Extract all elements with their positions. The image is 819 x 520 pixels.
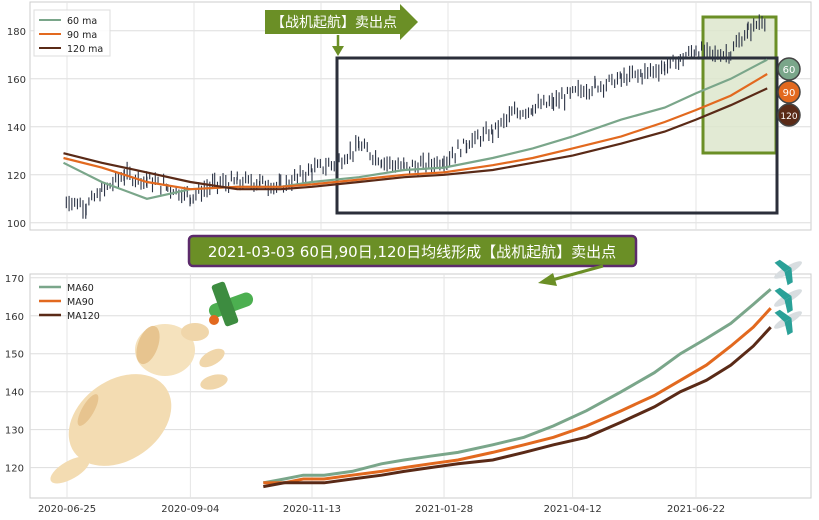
airplane-icon-ma90 [774, 287, 802, 314]
puppy-illustration [50, 281, 254, 484]
legend-label-ma90: MA90 [67, 297, 94, 308]
banner-box [187, 234, 638, 268]
top-y-tick-labels: 100 120 140 160 180 [7, 27, 26, 230]
top-ma-lines [63, 58, 768, 200]
airplane-icon-ma120 [774, 309, 802, 336]
bottom-x-tick-labels: 2020-06-25 2020-09-04 2020-11-13 2021-01-28… [38, 504, 725, 515]
top-y-tick-120: 120 [7, 171, 26, 182]
toy-plane-propeller [209, 315, 219, 325]
bottom-y-tick-120: 120 [5, 464, 24, 475]
airplane-ma90-wing-top [774, 287, 792, 300]
legend-label-ma60: MA60 [67, 283, 94, 294]
airplane-icon-ma60 [774, 259, 802, 286]
bottom-x-tick-2021-06-22: 2021-06-22 [667, 504, 725, 515]
bottom-y-tick-170: 170 [5, 274, 24, 285]
bottom-line-MA120 [263, 326, 772, 489]
badge-60-label: 60 [783, 65, 796, 76]
bottom-x-tick-2021-04-12: 2021-04-12 [544, 504, 602, 515]
top-y-tick-160: 160 [7, 75, 26, 86]
bottom-ma-lines [263, 288, 772, 489]
airplane-ma120-wing-bottom [784, 318, 793, 336]
top-y-tick-180: 180 [7, 27, 26, 38]
bottom-x-tick-2020-11-13: 2020-11-13 [283, 504, 341, 515]
bottom-legend: MA60 MA90 MA120 [39, 283, 100, 322]
bottom-y-tick-150: 150 [5, 350, 24, 361]
callout-text: 【战机起航】卖出点 [271, 15, 397, 31]
airplane-ma60-wing-bottom [784, 268, 793, 286]
badge-90-label: 90 [783, 88, 796, 99]
ma-badges: 60 90 120 [777, 57, 801, 127]
bottom-line-MA90 [263, 307, 772, 485]
legend-label-ma120: MA120 [67, 311, 100, 322]
callout-arrow-shape [265, 4, 418, 40]
bottom-line-MA60 [263, 288, 772, 485]
legend-label-120ma: 120 ma [67, 44, 103, 55]
callout-pointer-head [332, 46, 344, 56]
airplane-ma60-wing-top [774, 259, 792, 272]
sell-point-callout: 【战机起航】卖出点 [265, 4, 418, 56]
top-y-tick-100: 100 [7, 219, 26, 230]
puppy-snout [181, 323, 209, 341]
toy-plane-wing [211, 281, 239, 327]
puppy-hind-leg [50, 456, 90, 484]
top-plot-frame [29, 1, 812, 231]
puppy-paw-upper [199, 348, 225, 368]
top-line-60-ma [63, 58, 768, 200]
legend-label-60ma: 60 ma [67, 16, 97, 27]
top-price-chart: 100 120 140 160 180 60 ma 90 ma 120 ma 【战机起航… [7, 1, 812, 231]
bottom-y-tick-labels: 120 130 140 150 160 170 [5, 274, 24, 475]
airplane-ma90-wing-bottom [784, 296, 793, 314]
top-y-tick-140: 140 [7, 123, 26, 134]
toy-plane-icon [208, 281, 254, 327]
bottom-x-tick-2020-09-04: 2020-09-04 [161, 504, 219, 515]
legend-label-90ma: 90 ma [67, 30, 97, 41]
puppy-paw-lower [200, 374, 228, 390]
puppy-tail [77, 394, 99, 426]
badge-120 [777, 103, 801, 127]
airplane-ma120-wing-top [774, 309, 792, 322]
badge-90 [777, 80, 801, 104]
airplane-icons [774, 259, 802, 336]
badge-60 [777, 57, 801, 81]
sell-signal-banner: 2021-03-03 60日,90日,120日均线形成【战机起航】卖出点 [187, 234, 638, 286]
top-legend: 60 ma 90 ma 120 ma [33, 9, 111, 57]
bottom-x-tick-2021-01-28: 2021-01-28 [415, 504, 473, 515]
bottom-x-tick-2020-06-25: 2020-06-25 [38, 504, 96, 515]
bottom-y-tick-130: 130 [5, 426, 24, 437]
banner-pointer-stem [551, 264, 604, 282]
bottom-y-tick-160: 160 [5, 312, 24, 323]
top-line-90-ma [63, 73, 768, 191]
top-line-120-ma [63, 87, 768, 191]
banner-text: 2021-03-03 60日,90日,120日均线形成【战机起航】卖出点 [208, 243, 616, 261]
bottom-y-tick-140: 140 [5, 388, 24, 399]
banner-pointer-head [538, 273, 557, 286]
badge-120-label: 120 [780, 112, 797, 122]
puppy-ear [136, 325, 160, 365]
dark-highlight-box [335, 56, 779, 215]
